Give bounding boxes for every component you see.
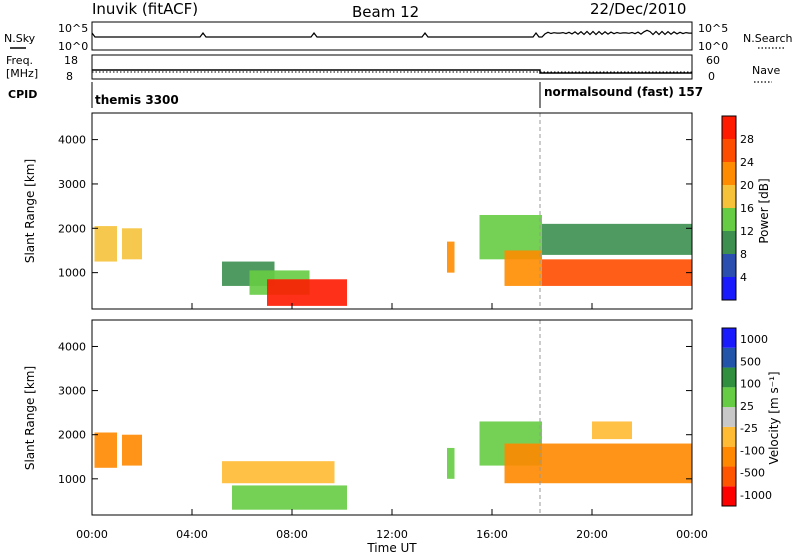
cpid-label: CPID <box>8 88 37 101</box>
colorbar-swatch <box>722 367 736 388</box>
nsky-label: N.Sky <box>4 32 36 45</box>
colorbar-tick-label: 100 <box>740 378 761 391</box>
colorbar-swatch <box>722 328 736 348</box>
freq-unit-label: [MHz] <box>6 67 38 80</box>
colorbar-swatch <box>722 116 736 139</box>
colorbar-swatch <box>722 446 736 467</box>
colorbar-tick-label: -100 <box>740 444 765 457</box>
colorbar-swatch <box>722 162 736 185</box>
colorbar-swatch <box>722 277 736 300</box>
nsky-line <box>91 29 692 38</box>
y-tick-label: 1000 <box>58 473 86 486</box>
x-tick-label: 00:00 <box>676 528 708 541</box>
power-y-axis: 1000 2000 3000 4000 <box>58 134 692 280</box>
velocity-heatmap <box>94 320 692 515</box>
heatmap-region <box>504 250 542 286</box>
colorbar-swatch <box>722 387 736 408</box>
nave-tick-bottom: 0 <box>708 70 715 83</box>
colorbar-tick-label: 500 <box>740 355 761 368</box>
y-tick-label: 3000 <box>58 178 86 191</box>
time-x-axis: 00:00 04:00 08:00 12:00 16:00 20:00 00:00 <box>76 303 708 541</box>
colorbar-frame <box>721 327 737 507</box>
colorbar-tick-label: 25 <box>740 400 754 413</box>
velocity-ylabel: Slant Range [km] <box>23 366 37 470</box>
y-tick-label: 4000 <box>58 340 86 353</box>
velocity-y-axis: 1000 2000 3000 4000 <box>58 340 692 486</box>
colorbar-swatch <box>722 231 736 254</box>
freq-panel <box>91 54 693 80</box>
heatmap-region <box>592 421 632 440</box>
x-tick-label: 04:00 <box>176 528 208 541</box>
station-title: Inuvik (fitACF) <box>92 0 198 18</box>
power-colorbar: 4 8 12 16 20 24 28 <box>721 115 754 301</box>
x-tick-label: 12:00 <box>376 528 408 541</box>
colorbar-swatch <box>722 208 736 231</box>
heatmap-region <box>267 279 347 306</box>
heatmap-region <box>94 432 117 468</box>
freq-tick-top: 18 <box>64 54 78 67</box>
colorbar-swatch <box>722 185 736 208</box>
nsearch-tick-bottom: 10^0 <box>698 40 728 53</box>
nsearch-label: N.Search <box>743 32 793 45</box>
freq-tick-bottom: 8 <box>66 70 73 83</box>
colorbar-swatch <box>722 426 736 447</box>
x-tick-label: 08:00 <box>276 528 308 541</box>
heatmap-region <box>542 259 692 286</box>
nsky-tick-top: 10^5 <box>58 22 88 35</box>
colorbar-tick-label: 16 <box>740 202 754 215</box>
y-tick-label: 4000 <box>58 134 86 147</box>
colorbar-tick-label: 1000 <box>740 333 768 346</box>
colorbar-tick-label: 28 <box>740 133 754 146</box>
colorbar-tick-label: 20 <box>740 179 754 192</box>
colorbar-swatch <box>722 486 736 506</box>
nsky-panel <box>91 21 693 51</box>
nsky-tick-bottom: 10^0 <box>58 40 88 53</box>
colorbar-tick-label: 24 <box>740 156 754 169</box>
colorbar-tick-label: -500 <box>740 467 765 480</box>
nsearch-tick-top: 10^5 <box>698 22 728 35</box>
power-ylabel: Slant Range [km] <box>23 159 37 263</box>
x-tick-label: 20:00 <box>576 528 608 541</box>
colorbar-swatch <box>722 347 736 368</box>
nave-tick-top: 60 <box>706 54 720 67</box>
heatmap-region <box>232 485 347 510</box>
velocity-colorbar-label: Velocity [m s⁻¹] <box>767 371 781 464</box>
heatmap-region <box>447 447 455 479</box>
x-axis-label: Time UT <box>366 541 417 554</box>
heatmap-region <box>542 223 692 255</box>
heatmap-region <box>94 226 117 262</box>
colorbar-tick-label: -25 <box>740 422 758 435</box>
y-tick-label: 1000 <box>58 267 86 280</box>
nsky-trace <box>91 29 692 38</box>
heatmap-region <box>504 443 692 484</box>
power-colorbar-label: Power [dB] <box>757 178 771 243</box>
colorbar-swatch <box>722 407 736 427</box>
colorbar-tick-label: 8 <box>740 248 747 261</box>
x-tick-label: 00:00 <box>76 528 108 541</box>
y-tick-label: 2000 <box>58 222 86 235</box>
date-title: 22/Dec/2010 <box>590 0 686 18</box>
cpid-segment-2: normalsound (fast) 157 <box>544 85 703 99</box>
colorbar-frame <box>721 115 737 301</box>
beam-title: Beam 12 <box>352 3 419 21</box>
heatmap-region <box>122 228 142 260</box>
colorbar-tick-label: 4 <box>740 271 747 284</box>
power-heatmap <box>94 113 692 309</box>
cpid-segment-1: themis 3300 <box>95 93 179 107</box>
y-tick-label: 2000 <box>58 429 86 442</box>
y-tick-label: 3000 <box>58 385 86 398</box>
colorbar-tick-label: -1000 <box>740 489 772 502</box>
colorbar-swatch <box>722 139 736 162</box>
colorbar-tick-label: 12 <box>740 225 754 238</box>
freq-label: Freq. <box>6 54 33 67</box>
heatmap-region <box>447 241 455 273</box>
colorbar-swatch <box>722 254 736 277</box>
velocity-colorbar: 1000 500 100 25 -25 -100 -500 -1000 <box>721 327 772 507</box>
heatmap-region <box>222 461 335 484</box>
heatmap-region <box>122 434 142 466</box>
x-tick-label: 16:00 <box>476 528 508 541</box>
colorbar-swatch <box>722 466 736 487</box>
nave-label: Nave <box>752 64 780 77</box>
